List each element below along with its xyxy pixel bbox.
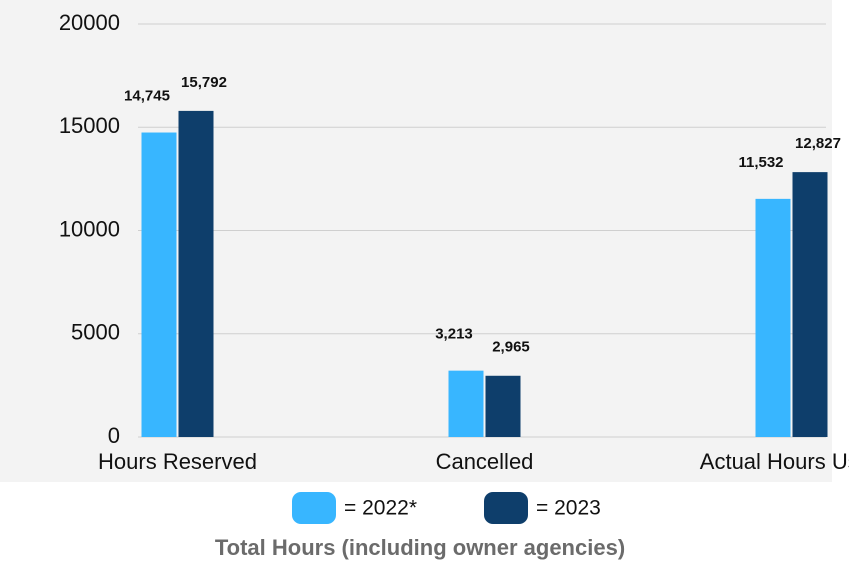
bar <box>448 370 484 437</box>
y-tick-label: 20000 <box>59 10 120 35</box>
y-tick-label: 10000 <box>59 216 120 241</box>
value-label: 11,532 <box>738 154 783 171</box>
bar <box>792 172 828 438</box>
y-tick-label: 5000 <box>71 320 120 345</box>
legend-swatch <box>292 492 336 524</box>
x-tick-label: Cancelled <box>436 449 534 474</box>
y-tick-label: 15000 <box>59 113 120 138</box>
y-tick-label: 0 <box>108 423 120 448</box>
x-tick-label: Hours Reserved <box>98 449 257 474</box>
value-label: 15,792 <box>181 74 227 91</box>
value-label: 12,827 <box>795 135 841 152</box>
legend-swatch <box>484 492 528 524</box>
legend-label: = 2023 <box>536 497 601 520</box>
chart-title: Total Hours (including owner agencies) <box>215 535 625 560</box>
plot-background <box>0 0 832 482</box>
bar <box>141 132 177 437</box>
legend-label: = 2022* <box>344 497 417 520</box>
bar <box>178 110 214 437</box>
value-label: 2,965 <box>492 339 530 356</box>
value-label: 3,213 <box>435 326 473 343</box>
x-tick-label: Actual Hours Used <box>700 449 849 474</box>
bar <box>485 375 521 437</box>
bar <box>755 198 791 437</box>
value-label: 14,745 <box>124 87 170 104</box>
